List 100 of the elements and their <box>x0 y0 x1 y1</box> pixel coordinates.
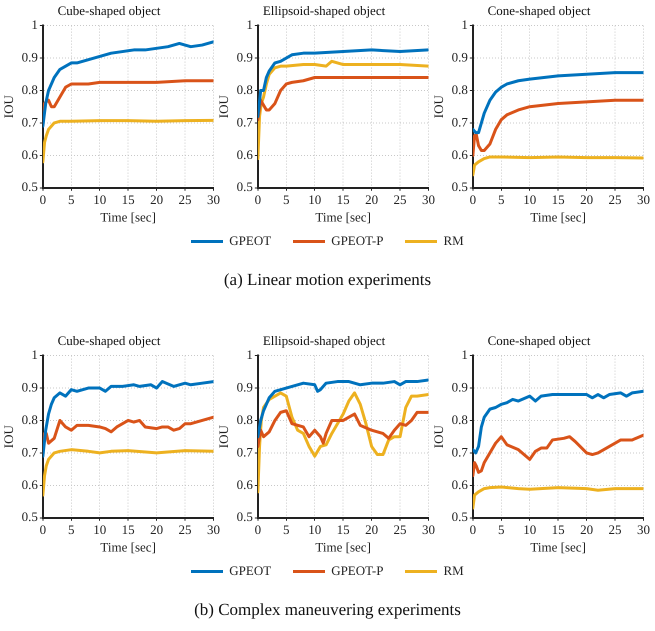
x-tick-label: 5 <box>283 522 290 538</box>
y-tick-label: 0.7 <box>236 114 254 130</box>
y-tick-label: 0.8 <box>236 412 253 427</box>
y-tick-label: 0.6 <box>22 146 38 162</box>
y-tick-label: 0.7 <box>22 444 38 460</box>
y-tick-label: 1 <box>461 17 468 32</box>
x-tick-label: 0 <box>470 522 476 538</box>
y-tick-label: 0.9 <box>236 379 253 394</box>
y-tick-label: 0.7 <box>452 114 468 130</box>
legend-label: RM <box>443 563 464 579</box>
x-axis-title: Time [sec] <box>530 210 586 225</box>
x-tick-label: 15 <box>552 192 565 208</box>
y-tick-label: 0.5 <box>452 509 468 524</box>
y-tick-label: 0.7 <box>236 444 254 460</box>
x-tick-label: 15 <box>122 522 135 538</box>
chart-title: Cone-shaped object <box>488 333 591 348</box>
y-axis-title: IOU <box>431 94 446 118</box>
x-tick-label: 10 <box>93 522 106 538</box>
y-axis-title: IOU <box>1 94 16 118</box>
chart-title: Cone-shaped object <box>488 3 591 18</box>
x-tick-label: 30 <box>637 192 650 208</box>
y-tick-label: 0.6 <box>22 476 38 492</box>
x-tick-label: 0 <box>254 522 262 538</box>
y-tick-label: 0.6 <box>236 476 254 492</box>
x-tick-label: 20 <box>150 192 164 208</box>
x-axis-title: Time [sec] <box>100 210 156 225</box>
legend-label: RM <box>443 233 464 249</box>
y-tick-label: 0.6 <box>452 476 468 492</box>
x-tick-label: 30 <box>422 522 435 538</box>
x-tick-label: 5 <box>498 522 505 538</box>
x-axis-title: Time [sec] <box>530 540 586 555</box>
y-tick-label: 0.6 <box>236 146 254 162</box>
y-tick-label: 0.9 <box>452 49 468 64</box>
y-tick-label: 0.5 <box>236 509 253 524</box>
y-axis-title: IOU <box>216 94 232 118</box>
legend-label: GPEOT <box>229 233 272 249</box>
y-tick-label: 1 <box>461 347 468 362</box>
chart-title: Cube-shaped object <box>58 3 161 18</box>
y-tick-label: 1 <box>31 17 38 32</box>
y-tick-label: 1 <box>31 347 38 362</box>
y-tick-label: 1 <box>246 347 253 362</box>
x-tick-label: 20 <box>365 192 378 208</box>
y-tick-label: 0.8 <box>452 412 468 427</box>
x-tick-label: 30 <box>207 522 220 538</box>
y-tick-label: 0.6 <box>452 146 468 162</box>
x-tick-label: 25 <box>394 192 407 208</box>
y-tick-label: 0.8 <box>452 82 468 97</box>
x-tick-label: 25 <box>394 522 407 538</box>
legend-label: GPEOT <box>229 563 272 579</box>
y-tick-label: 0.9 <box>22 379 38 394</box>
x-tick-label: 30 <box>207 192 220 208</box>
x-axis-title: Time [sec] <box>315 210 371 225</box>
x-tick-label: 5 <box>283 192 290 208</box>
x-tick-label: 0 <box>254 192 262 208</box>
x-tick-label: 10 <box>308 192 322 208</box>
y-tick-label: 0.8 <box>236 82 253 97</box>
chart-title: Cube-shaped object <box>58 333 161 348</box>
chart-title: Ellipsoid-shaped object <box>262 3 386 18</box>
text: (b) Complex maneuvering experiments <box>193 600 462 620</box>
y-axis-title: IOU <box>431 424 446 448</box>
x-tick-label: 20 <box>150 522 164 538</box>
x-tick-label: 5 <box>68 192 75 208</box>
y-tick-label: 0.5 <box>22 179 38 194</box>
x-tick-label: 0 <box>40 192 46 208</box>
chart-title: Ellipsoid-shaped object <box>262 333 386 348</box>
y-tick-label: 0.9 <box>22 49 38 64</box>
x-tick-label: 20 <box>580 192 594 208</box>
x-tick-label: 15 <box>336 522 350 538</box>
x-tick-label: 30 <box>637 522 650 538</box>
y-tick-label: 0.8 <box>22 82 38 97</box>
x-tick-label: 10 <box>523 192 536 208</box>
y-tick-label: 0.9 <box>452 379 468 394</box>
x-tick-label: 20 <box>365 522 378 538</box>
y-tick-label: 1 <box>246 17 253 32</box>
y-tick-label: 0.5 <box>236 179 253 194</box>
x-tick-label: 10 <box>523 522 536 538</box>
x-tick-label: 10 <box>93 192 106 208</box>
y-axis-title: IOU <box>1 424 16 448</box>
x-tick-label: 30 <box>422 192 435 208</box>
x-tick-label: 10 <box>308 522 322 538</box>
y-tick-label: 0.7 <box>22 114 38 130</box>
text: (a) Linear motion experiments <box>222 270 432 290</box>
x-tick-label: 5 <box>68 522 75 538</box>
legend-label: GPEOT-P <box>331 563 384 579</box>
x-axis-title: Time [sec] <box>315 540 371 555</box>
x-axis-title: Time [sec] <box>100 540 156 555</box>
y-tick-label: 0.9 <box>236 49 253 64</box>
y-tick-label: 0.8 <box>22 412 38 427</box>
y-axis-title: IOU <box>216 424 232 448</box>
x-tick-label: 25 <box>178 192 192 208</box>
x-tick-label: 5 <box>498 192 505 208</box>
legend-label: GPEOT-P <box>331 233 384 249</box>
x-tick-label: 15 <box>552 522 565 538</box>
x-tick-label: 25 <box>608 192 622 208</box>
x-tick-label: 0 <box>470 192 476 208</box>
x-tick-label: 20 <box>580 522 594 538</box>
y-tick-label: 0.5 <box>22 509 38 524</box>
y-tick-label: 0.7 <box>452 444 468 460</box>
x-tick-label: 15 <box>122 192 135 208</box>
x-tick-label: 0 <box>40 522 46 538</box>
